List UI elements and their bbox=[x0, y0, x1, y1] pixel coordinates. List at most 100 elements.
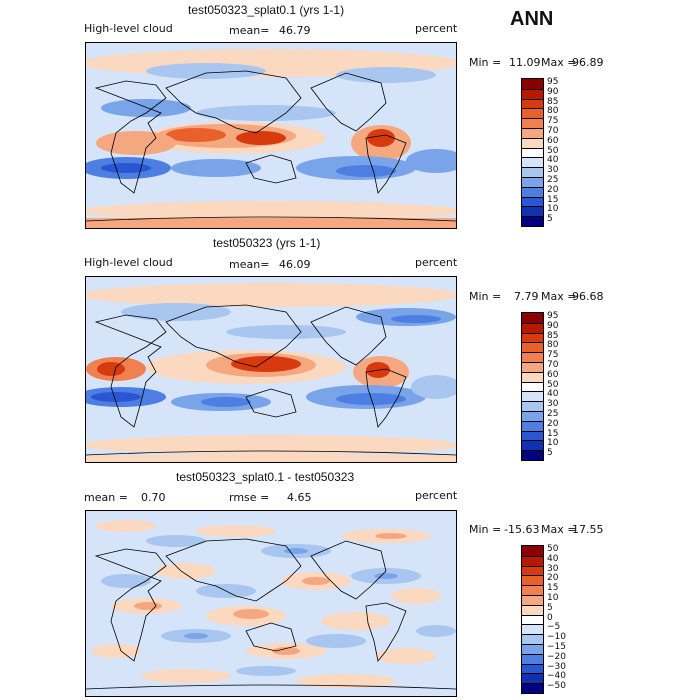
colorbar-tick-label: 60 bbox=[547, 369, 559, 380]
panel3-units: percent bbox=[415, 489, 458, 502]
colorbar-cell bbox=[522, 624, 543, 635]
colorbar-cell bbox=[522, 342, 543, 353]
panel1-colorbar bbox=[521, 78, 544, 227]
season-label: ANN bbox=[510, 8, 554, 30]
colorbar-cell bbox=[522, 411, 543, 421]
panel2-colorbar bbox=[521, 312, 544, 461]
colorbar-tick-label: 50 bbox=[547, 145, 559, 156]
colorbar-cell bbox=[522, 352, 543, 362]
panel3-mean-value: 0.70 bbox=[141, 491, 166, 504]
colorbar-cell bbox=[522, 137, 543, 148]
colorbar-cell bbox=[522, 653, 543, 664]
colorbar-tick-label: −15 bbox=[547, 641, 566, 652]
colorbar-cell bbox=[522, 450, 543, 460]
colorbar-tick-label: 80 bbox=[547, 340, 559, 351]
colorbar-tick-label: 95 bbox=[547, 310, 559, 321]
colorbar-cell bbox=[522, 575, 543, 586]
colorbar-tick-label: 50 bbox=[547, 543, 559, 554]
colorbar-cell bbox=[522, 322, 543, 333]
colorbar-tick-label: 10 bbox=[547, 438, 559, 449]
colorbar-cell bbox=[522, 381, 543, 392]
colorbar-cell bbox=[522, 565, 543, 576]
colorbar-tick-label: 10 bbox=[547, 204, 559, 215]
colorbar-cell bbox=[522, 585, 543, 595]
colorbar-cell bbox=[522, 440, 543, 451]
colorbar-cell bbox=[522, 663, 543, 674]
colorbar-cell bbox=[522, 88, 543, 99]
colorbar-tick-label: −50 bbox=[547, 681, 566, 692]
panel2-title: test050323 (yrs 1-1) bbox=[213, 236, 321, 250]
panel1-min-label: Min = bbox=[469, 56, 502, 69]
colorbar-tick-label: 20 bbox=[547, 573, 559, 584]
colorbar-tick-label: −5 bbox=[547, 622, 561, 633]
panel3-max-label: Max = bbox=[541, 523, 577, 536]
colorbar-tick-label: 90 bbox=[547, 320, 559, 331]
colorbar-cell bbox=[522, 644, 543, 654]
panel2-max-value: 96.68 bbox=[572, 290, 604, 303]
colorbar-tick-label: −40 bbox=[547, 671, 566, 682]
colorbar-cell bbox=[522, 157, 543, 168]
panel3-min-value: -15.63 bbox=[504, 523, 540, 536]
colorbar-tick-label: 20 bbox=[547, 184, 559, 195]
colorbar-cell bbox=[522, 420, 543, 431]
panel2-max-label: Max = bbox=[541, 290, 577, 303]
panel2-field bbox=[86, 277, 456, 462]
colorbar-cell bbox=[522, 313, 543, 323]
colorbar-cell bbox=[522, 118, 543, 128]
colorbar-tick-label: 60 bbox=[547, 135, 559, 146]
panel3-rmse-value: 4.65 bbox=[287, 491, 312, 504]
panel2-mean-value: 46.09 bbox=[279, 258, 311, 271]
colorbar-tick-label: 30 bbox=[547, 563, 559, 574]
colorbar-tick-label: 5 bbox=[547, 448, 553, 459]
colorbar-tick-label: 95 bbox=[547, 76, 559, 87]
colorbar-cell bbox=[522, 108, 543, 119]
panel1-mean-label: mean= bbox=[229, 24, 270, 37]
colorbar-cell bbox=[522, 546, 543, 556]
colorbar-cell bbox=[522, 332, 543, 343]
panel1-units: percent bbox=[415, 22, 458, 35]
colorbar-cell bbox=[522, 186, 543, 197]
colorbar-tick-label: 40 bbox=[547, 553, 559, 564]
colorbar-cell bbox=[522, 604, 543, 615]
colorbar-tick-label: 5 bbox=[547, 214, 553, 225]
colorbar-cell bbox=[522, 167, 543, 177]
panel3-map bbox=[85, 510, 457, 697]
panel2-min-label: Min = bbox=[469, 290, 502, 303]
colorbar-cell bbox=[522, 614, 543, 625]
panel1-max-value: 96.89 bbox=[572, 56, 604, 69]
colorbar-tick-label: 75 bbox=[547, 350, 559, 361]
colorbar-tick-label: 25 bbox=[547, 408, 559, 419]
colorbar-cell bbox=[522, 391, 543, 402]
colorbar-cell bbox=[522, 595, 543, 605]
colorbar-tick-label: −10 bbox=[547, 632, 566, 643]
panel1-min-value: 11.09 bbox=[509, 56, 541, 69]
colorbar-cell bbox=[522, 79, 543, 89]
panel3-max-value: 17.55 bbox=[572, 523, 604, 536]
colorbar-tick-label: 30 bbox=[547, 165, 559, 176]
panel1-max-label: Max = bbox=[541, 56, 577, 69]
panel1-map bbox=[85, 42, 457, 229]
colorbar-tick-label: 30 bbox=[547, 399, 559, 410]
colorbar-cell bbox=[522, 147, 543, 158]
panel3-min-label: Min = bbox=[469, 523, 502, 536]
colorbar-tick-label: 15 bbox=[547, 194, 559, 205]
colorbar-tick-label: 90 bbox=[547, 86, 559, 97]
colorbar-tick-label: 80 bbox=[547, 106, 559, 117]
panel3-mean-label: mean = bbox=[84, 491, 128, 504]
colorbar-cell bbox=[522, 177, 543, 187]
panel2-units: percent bbox=[415, 256, 458, 269]
panel3-rmse-label: rmse = bbox=[229, 491, 270, 504]
colorbar-tick-label: 40 bbox=[547, 155, 559, 166]
colorbar-tick-label: 5 bbox=[547, 602, 553, 613]
panel1-variable-label: High-level cloud bbox=[84, 22, 173, 35]
panel1-title: test050323_splat0.1 (yrs 1-1) bbox=[188, 3, 345, 17]
colorbar-tick-label: 40 bbox=[547, 389, 559, 400]
colorbar-tick-label: 75 bbox=[547, 116, 559, 127]
colorbar-cell bbox=[522, 206, 543, 217]
colorbar-tick-label: −30 bbox=[547, 661, 566, 672]
panel1-mean-value: 46.79 bbox=[279, 24, 311, 37]
colorbar-cell bbox=[522, 430, 543, 441]
colorbar-cell bbox=[522, 362, 543, 372]
colorbar-cell bbox=[522, 401, 543, 411]
colorbar-cell bbox=[522, 673, 543, 684]
